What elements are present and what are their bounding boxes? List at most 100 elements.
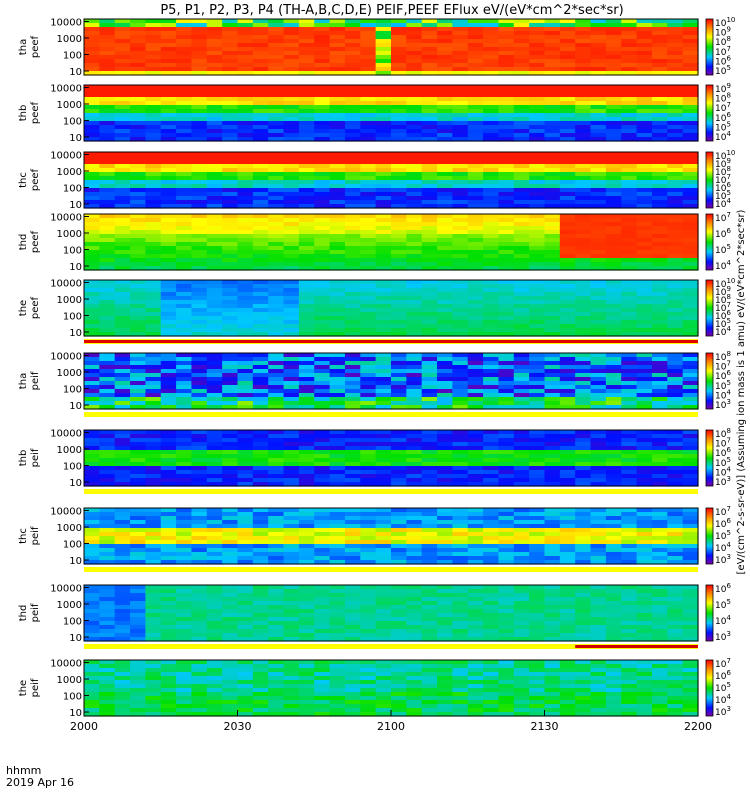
heat-cell bbox=[206, 254, 223, 259]
heat-cell bbox=[114, 230, 131, 235]
heat-cell bbox=[437, 133, 453, 138]
heat-cell bbox=[621, 129, 638, 134]
heat-cell bbox=[252, 242, 269, 247]
heat-cell bbox=[483, 288, 500, 293]
heat-cell bbox=[559, 357, 576, 362]
heat-cell bbox=[621, 401, 638, 406]
heat-cell bbox=[375, 27, 392, 32]
heat-cell bbox=[84, 353, 100, 358]
heat-cell bbox=[590, 524, 607, 529]
heat-cell bbox=[483, 23, 500, 28]
heat-cell bbox=[605, 121, 622, 126]
heat-cell bbox=[344, 164, 361, 169]
heat-cell bbox=[360, 361, 377, 366]
heat-cell bbox=[84, 601, 100, 606]
heat-cell bbox=[298, 450, 315, 455]
heat-cell bbox=[682, 446, 699, 451]
heat-cell bbox=[84, 101, 100, 106]
heat-cell bbox=[437, 180, 453, 185]
heat-cell bbox=[575, 59, 592, 64]
heat-cell bbox=[160, 512, 177, 517]
heat-cell bbox=[513, 296, 530, 301]
heat-cell bbox=[406, 192, 423, 197]
heat-cell bbox=[575, 226, 592, 231]
heat-cell bbox=[421, 536, 438, 541]
heat-cell bbox=[99, 204, 116, 209]
heat-cell bbox=[544, 51, 561, 56]
heat-cell bbox=[360, 196, 377, 201]
heat-cell bbox=[483, 234, 500, 239]
heat-cell bbox=[621, 35, 638, 40]
heat-cell bbox=[130, 300, 146, 305]
heat-cell bbox=[176, 548, 193, 553]
heat-cell bbox=[621, 397, 638, 402]
heat-cell bbox=[268, 625, 285, 630]
heat-cell bbox=[621, 316, 638, 321]
heat-cell bbox=[268, 258, 285, 263]
heat-cell bbox=[283, 478, 300, 483]
heat-cell bbox=[114, 312, 131, 317]
heat-cell bbox=[375, 31, 392, 36]
heat-cell bbox=[329, 633, 346, 638]
heat-cell bbox=[621, 474, 638, 479]
heat-cell bbox=[483, 377, 500, 382]
heat-cell bbox=[344, 637, 361, 642]
heat-cell bbox=[667, 59, 684, 64]
heat-cell bbox=[544, 43, 561, 48]
heat-cell bbox=[421, 222, 438, 227]
heat-cell bbox=[206, 51, 223, 56]
heat-cell bbox=[329, 462, 346, 467]
heat-cell bbox=[191, 39, 208, 44]
heat-cell bbox=[252, 328, 269, 333]
heat-cell bbox=[375, 516, 392, 521]
heat-cell bbox=[130, 605, 146, 610]
heat-cell bbox=[298, 625, 315, 630]
heat-cell bbox=[191, 184, 208, 189]
heat-cell bbox=[206, 377, 223, 382]
heat-cell bbox=[252, 637, 269, 642]
heat-cell bbox=[452, 593, 469, 598]
heat-cell bbox=[529, 466, 546, 471]
heat-cell bbox=[329, 601, 346, 606]
heat-cell bbox=[621, 292, 638, 297]
heat-cell bbox=[437, 532, 453, 537]
heat-cell bbox=[84, 262, 100, 267]
heat-cell bbox=[298, 458, 315, 463]
heat-cell bbox=[206, 357, 223, 362]
heat-cell bbox=[84, 524, 100, 529]
heat-cell bbox=[268, 629, 285, 634]
heat-cell bbox=[268, 242, 285, 247]
heat-cell bbox=[682, 226, 699, 231]
heat-cell bbox=[406, 35, 423, 40]
heat-cell bbox=[544, 188, 561, 193]
heat-cell bbox=[130, 470, 146, 475]
heat-cell bbox=[636, 55, 653, 60]
heat-cell bbox=[559, 377, 576, 382]
heat-cell bbox=[605, 51, 622, 56]
heat-cell bbox=[467, 230, 484, 235]
heat-cell bbox=[483, 214, 500, 219]
heat-cell bbox=[467, 365, 484, 370]
heat-cell bbox=[329, 63, 346, 68]
heat-cell bbox=[84, 288, 100, 293]
heat-cell bbox=[298, 101, 315, 106]
heat-cell bbox=[437, 93, 453, 98]
heat-cell bbox=[605, 540, 622, 545]
heat-cell bbox=[84, 250, 100, 255]
heat-cell bbox=[590, 466, 607, 471]
heat-cell bbox=[222, 389, 239, 394]
heat-cell bbox=[237, 51, 254, 56]
heat-cell bbox=[406, 51, 423, 56]
heat-cell bbox=[682, 242, 699, 247]
heat-cell bbox=[99, 450, 116, 455]
heat-cell bbox=[421, 633, 438, 638]
heat-cell bbox=[605, 234, 622, 239]
heat-cell bbox=[191, 601, 208, 606]
heat-cell bbox=[529, 320, 546, 325]
heat-cell bbox=[283, 280, 300, 285]
heat-cell bbox=[314, 85, 331, 90]
heat-cell bbox=[575, 296, 592, 301]
heat-cell bbox=[544, 353, 561, 358]
heat-cell bbox=[160, 430, 177, 435]
heat-cell bbox=[621, 482, 638, 487]
